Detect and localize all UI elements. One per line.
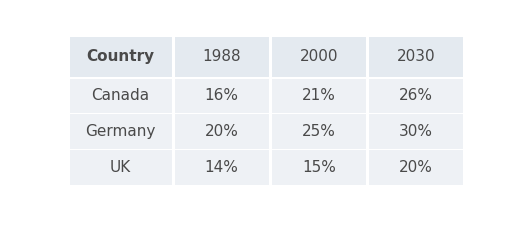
Bar bbox=[369, 114, 463, 149]
Bar bbox=[272, 37, 366, 77]
Text: Germany: Germany bbox=[86, 124, 156, 139]
Bar bbox=[175, 79, 269, 113]
Bar bbox=[70, 114, 172, 149]
Bar bbox=[369, 150, 463, 185]
Text: 20%: 20% bbox=[399, 160, 433, 175]
Bar bbox=[70, 37, 172, 77]
Text: 1988: 1988 bbox=[202, 49, 241, 65]
Bar bbox=[175, 37, 269, 77]
Text: 20%: 20% bbox=[205, 124, 239, 139]
Text: 26%: 26% bbox=[399, 88, 433, 103]
Text: 14%: 14% bbox=[205, 160, 239, 175]
Bar bbox=[175, 150, 269, 185]
Bar bbox=[272, 150, 366, 185]
Text: 2000: 2000 bbox=[300, 49, 338, 65]
Text: 2030: 2030 bbox=[397, 49, 436, 65]
Text: 21%: 21% bbox=[302, 88, 336, 103]
Text: 15%: 15% bbox=[302, 160, 336, 175]
Text: UK: UK bbox=[110, 160, 131, 175]
Bar bbox=[70, 150, 172, 185]
Bar bbox=[369, 37, 463, 77]
Text: 30%: 30% bbox=[399, 124, 433, 139]
Bar bbox=[175, 114, 269, 149]
Bar bbox=[272, 79, 366, 113]
Text: Country: Country bbox=[87, 49, 155, 65]
Text: 25%: 25% bbox=[302, 124, 336, 139]
Bar bbox=[70, 79, 172, 113]
Text: 16%: 16% bbox=[205, 88, 239, 103]
Text: Canada: Canada bbox=[92, 88, 150, 103]
Bar bbox=[369, 79, 463, 113]
Bar bbox=[272, 114, 366, 149]
